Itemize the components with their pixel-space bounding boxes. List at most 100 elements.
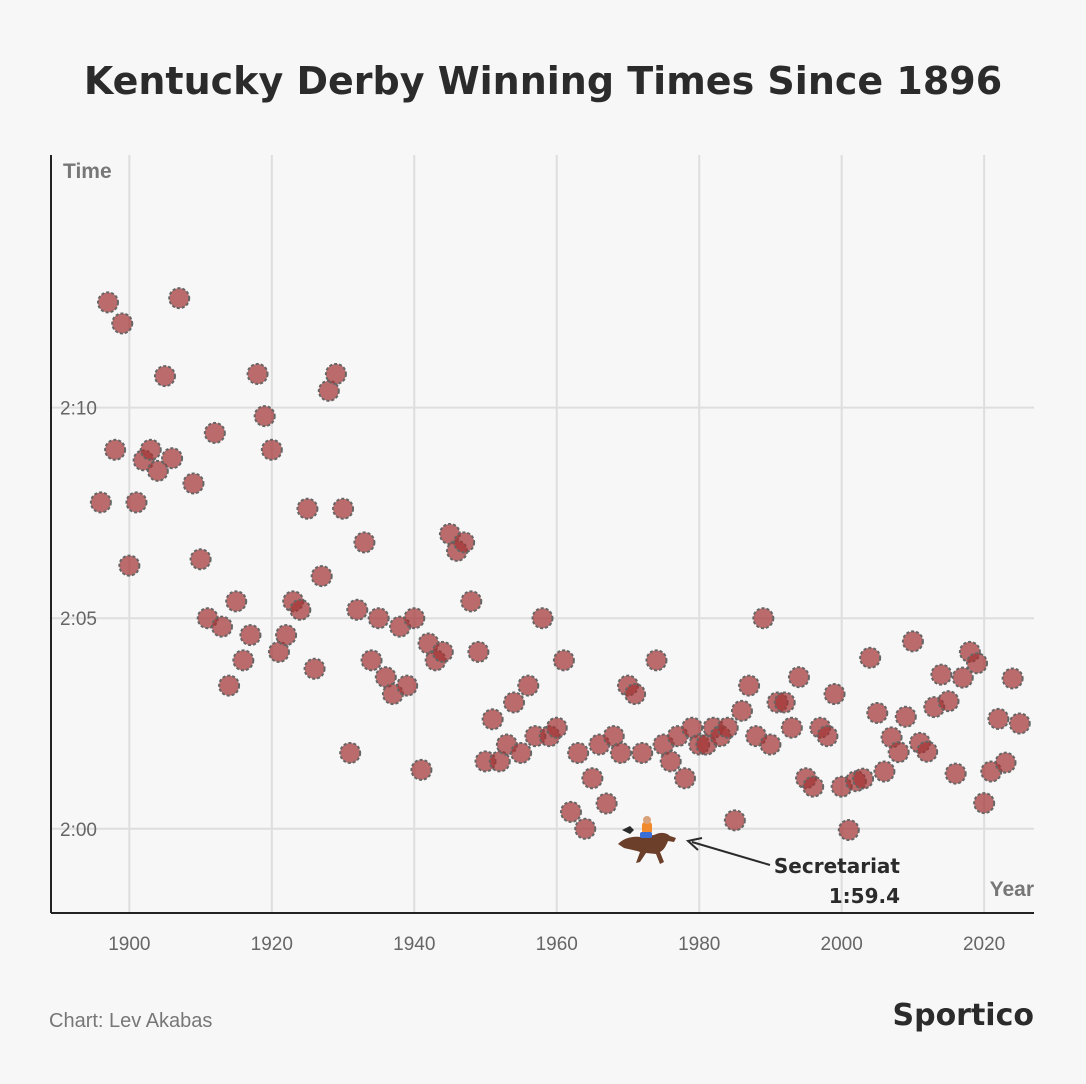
data-point xyxy=(716,716,739,739)
data-point xyxy=(146,459,169,482)
data-point xyxy=(937,690,960,713)
data-point xyxy=(296,497,319,520)
x-tick-label: 1960 xyxy=(536,934,578,955)
data-point xyxy=(994,751,1017,774)
data-point xyxy=(1001,667,1024,690)
data-point xyxy=(773,691,796,714)
data-point xyxy=(901,630,924,653)
data-point xyxy=(659,750,682,773)
x-tick-label: 2000 xyxy=(821,934,863,955)
data-point xyxy=(859,646,882,669)
data-point xyxy=(125,491,148,514)
secretariat-annotation: Secretariat 1:59.4 xyxy=(685,837,901,908)
data-point xyxy=(887,741,910,764)
data-point xyxy=(559,800,582,823)
data-point xyxy=(246,362,269,385)
data-point xyxy=(153,365,176,388)
data-point xyxy=(723,809,746,832)
data-point xyxy=(517,674,540,697)
data-point xyxy=(951,666,974,689)
data-point xyxy=(96,291,119,314)
data-point xyxy=(609,741,632,764)
data-point xyxy=(332,497,355,520)
data-point xyxy=(552,649,575,672)
data-point xyxy=(346,598,369,621)
data-point xyxy=(787,666,810,689)
data-point xyxy=(852,767,875,790)
data-point xyxy=(253,405,276,428)
data-point xyxy=(453,531,476,554)
data-point xyxy=(738,674,761,697)
data-point xyxy=(944,762,967,785)
data-point xyxy=(189,548,212,571)
data-point xyxy=(324,362,347,385)
y-tick-label: 2:05 xyxy=(60,609,97,630)
x-tick-label: 1940 xyxy=(393,934,435,955)
data-point xyxy=(1008,712,1031,735)
data-point xyxy=(802,775,825,798)
data-point xyxy=(232,649,255,672)
annotation-arrowhead xyxy=(685,837,703,851)
data-point xyxy=(104,438,127,461)
data-point xyxy=(218,674,241,697)
data-point xyxy=(510,741,533,764)
data-point xyxy=(916,740,939,763)
data-point xyxy=(89,491,112,514)
data-point xyxy=(467,640,490,663)
data-point xyxy=(894,705,917,728)
data-point xyxy=(168,287,191,310)
x-tick-label: 1900 xyxy=(108,934,150,955)
data-point xyxy=(866,701,889,724)
x-tick-label: 1920 xyxy=(251,934,293,955)
data-point xyxy=(260,438,283,461)
data-point xyxy=(275,624,298,647)
data-point xyxy=(203,421,226,444)
data-point xyxy=(310,565,333,588)
data-point xyxy=(759,733,782,756)
data-point xyxy=(752,607,775,630)
data-point xyxy=(545,716,568,739)
horse-icon xyxy=(618,816,676,864)
x-axis-label: Year xyxy=(990,878,1034,901)
data-point xyxy=(645,649,668,672)
chart-title: Kentucky Derby Winning Times Since 1896 xyxy=(84,59,1002,103)
data-point xyxy=(403,607,426,630)
data-point xyxy=(360,649,383,672)
x-tick-label: 1980 xyxy=(678,934,720,955)
chart-credit: Chart: Lev Akabas xyxy=(49,1010,212,1032)
data-point xyxy=(873,760,896,783)
x-tick-label: 2020 xyxy=(963,934,1005,955)
data-point xyxy=(339,741,362,764)
data-point xyxy=(730,699,753,722)
data-point xyxy=(289,598,312,621)
data-point xyxy=(567,741,590,764)
data-point xyxy=(111,312,134,335)
data-point xyxy=(631,741,654,764)
data-point xyxy=(966,652,989,675)
data-point xyxy=(816,725,839,748)
data-point xyxy=(239,624,262,647)
data-point xyxy=(225,590,248,613)
data-point xyxy=(431,640,454,663)
data-point xyxy=(460,590,483,613)
data-point xyxy=(581,767,604,790)
sportico-logo: Sportico xyxy=(892,998,1034,1033)
data-point xyxy=(367,607,390,630)
data-point xyxy=(823,683,846,706)
annotation-name: Secretariat xyxy=(774,854,901,878)
data-point xyxy=(353,531,376,554)
y-tick-label: 2:10 xyxy=(60,399,97,420)
data-point xyxy=(673,767,696,790)
annotation-arrow xyxy=(691,841,771,866)
tick-labels: 1900 1920 1940 1960 1980 2000 2020 2:00 2:05 2:10 xyxy=(60,399,1005,955)
data-point xyxy=(396,674,419,697)
data-point xyxy=(139,438,162,461)
data-point xyxy=(303,657,326,680)
data-point xyxy=(182,472,205,495)
data-point xyxy=(930,663,953,686)
data-point xyxy=(837,819,860,842)
y-axis-label: Time xyxy=(63,160,112,183)
data-point xyxy=(780,716,803,739)
grid xyxy=(51,155,1034,913)
